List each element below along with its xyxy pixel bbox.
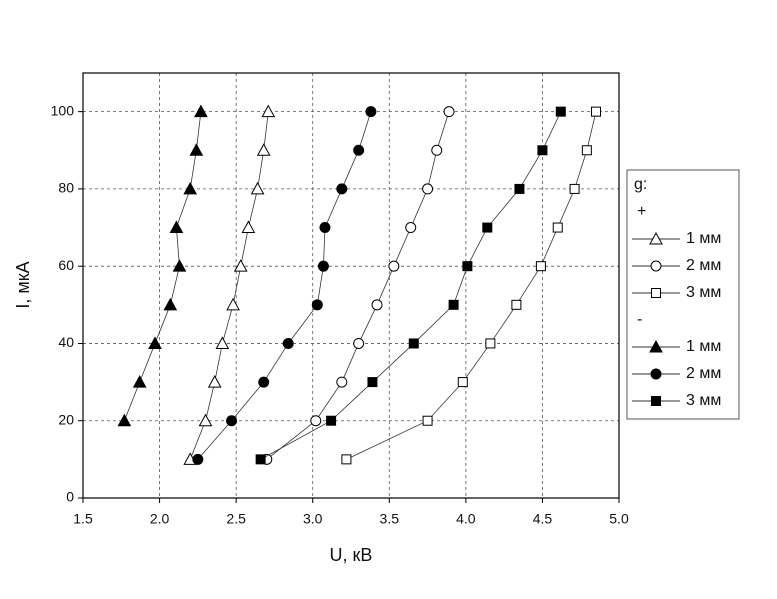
point (336, 376, 348, 388)
legend-label: 2 мм (686, 365, 721, 382)
series-line (260, 111, 562, 460)
legend-marker (650, 368, 662, 380)
legend-marker (650, 260, 662, 272)
point (261, 104, 276, 118)
legend-box (626, 169, 740, 420)
point (226, 297, 240, 311)
point (132, 375, 147, 388)
legend-label: 1 мм (686, 338, 721, 355)
y-tick-label: 60 (58, 257, 74, 273)
x-tick-label: 2.0 (150, 511, 170, 527)
point (353, 144, 365, 156)
point (482, 222, 493, 233)
legend-marker (651, 288, 661, 298)
series-line (189, 111, 269, 460)
point (117, 413, 132, 427)
y-tick-label: 20 (58, 411, 74, 427)
point (591, 106, 602, 117)
legend-label: 3 мм (686, 392, 721, 409)
point (172, 259, 187, 272)
legend-group: - (637, 311, 642, 328)
legend-title: g: (634, 176, 647, 193)
point (169, 220, 184, 234)
point (233, 259, 248, 272)
point (443, 106, 455, 118)
point (148, 336, 162, 349)
point (552, 222, 563, 233)
x-tick-label: 2.5 (226, 511, 246, 527)
point (215, 336, 230, 349)
point (189, 143, 204, 156)
x-tick-label: 3.0 (303, 511, 323, 527)
point (258, 376, 270, 388)
legend-marker (651, 396, 661, 406)
point (388, 260, 400, 272)
x-axis-title: U, кВ (330, 545, 373, 565)
series-line (266, 111, 450, 460)
point (310, 415, 322, 427)
point (408, 338, 419, 349)
point (194, 104, 208, 118)
plot-frame (82, 72, 620, 499)
x-tick-label: 3.5 (380, 511, 400, 527)
legend-label: 3 мм (686, 284, 721, 301)
point (255, 454, 266, 465)
point (183, 181, 198, 195)
point (317, 260, 329, 272)
point (422, 415, 433, 426)
x-tick-label: 1.5 (73, 511, 93, 527)
legend-marker (649, 339, 663, 353)
point (256, 143, 271, 156)
point (514, 183, 525, 194)
point (226, 415, 238, 427)
y-tick-label: 0 (66, 489, 74, 505)
point (535, 261, 546, 272)
point (282, 337, 294, 349)
point (367, 377, 378, 388)
point (431, 144, 443, 156)
y-axis-title: I, мкА (13, 261, 33, 308)
point (581, 145, 592, 156)
point (457, 377, 468, 388)
point (353, 337, 365, 349)
point (485, 338, 496, 349)
legend-label: 1 мм (686, 230, 721, 247)
y-tick-label: 80 (58, 180, 74, 196)
point (422, 183, 434, 195)
x-tick-label: 4.5 (533, 511, 553, 527)
legend-marker (649, 231, 663, 245)
point (569, 183, 580, 194)
point (341, 454, 352, 465)
point (326, 415, 337, 426)
point (537, 145, 548, 156)
point (405, 222, 417, 234)
point (511, 299, 522, 310)
point (365, 106, 377, 118)
point (311, 299, 323, 311)
x-tick-label: 4.0 (456, 511, 476, 527)
point (462, 261, 473, 272)
point (555, 106, 566, 117)
point (319, 222, 331, 234)
series-line (346, 111, 597, 460)
point (192, 453, 204, 465)
y-tick-label: 100 (51, 102, 75, 118)
point (163, 297, 178, 311)
point (336, 183, 348, 195)
point (250, 181, 265, 195)
legend-label: 2 мм (686, 257, 721, 274)
point (207, 375, 222, 388)
point (198, 413, 213, 427)
x-tick-label: 5.0 (609, 511, 629, 527)
y-tick-label: 40 (58, 334, 74, 350)
point (371, 299, 383, 311)
series-line (197, 111, 372, 460)
legend-group: + (637, 203, 646, 220)
point (241, 220, 256, 234)
point (448, 299, 459, 310)
